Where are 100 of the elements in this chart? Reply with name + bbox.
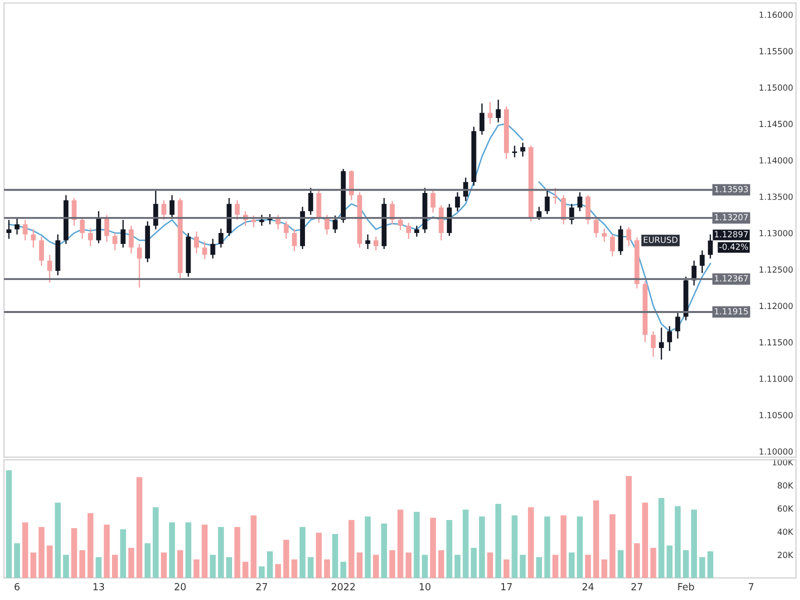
candlestick (6, 219, 12, 240)
bar (63, 554, 69, 578)
candlestick (292, 228, 297, 252)
bar (364, 516, 371, 578)
bar (470, 548, 477, 578)
y-tick-label: 1.15500 (760, 48, 793, 54)
candlestick (170, 194, 174, 220)
candlestick (488, 101, 493, 124)
bar (568, 552, 575, 578)
bar (658, 498, 664, 578)
x-tick-label: 27 (631, 583, 642, 590)
bar (226, 557, 232, 578)
bar (414, 512, 420, 578)
candlestick (658, 327, 664, 360)
bar (169, 522, 175, 578)
y-tick-label: 1.12500 (760, 266, 793, 273)
bar (666, 546, 673, 578)
candlestick (72, 197, 77, 226)
bar (30, 552, 36, 578)
candlestick (552, 187, 558, 205)
bar (308, 557, 314, 578)
bar (479, 516, 485, 578)
bar (324, 559, 330, 578)
bar (218, 526, 224, 578)
bar (22, 522, 28, 578)
bar (300, 526, 306, 578)
y-tick-label: 1.13500 (760, 194, 793, 200)
bar (14, 543, 20, 578)
candlestick (324, 214, 330, 236)
bar (6, 470, 12, 578)
bar (291, 559, 298, 578)
candlestick (234, 200, 240, 221)
bar (210, 554, 216, 578)
x-tick-label: 17 (501, 583, 512, 590)
bar (520, 554, 526, 578)
x-tick-label: 13 (94, 583, 104, 590)
y-tick-label: 1.11000 (760, 376, 793, 382)
bar (266, 551, 273, 578)
ref-line-label: 1.11915 (714, 308, 748, 314)
bar (202, 524, 208, 578)
bar (576, 516, 583, 578)
bar (185, 522, 192, 578)
y-tick-label: 80K (778, 482, 794, 489)
annotation: -0.42% (719, 244, 748, 250)
bar (250, 515, 257, 578)
y-tick-label: 1.10000 (760, 448, 793, 455)
bar (381, 524, 388, 578)
candlestick (373, 236, 378, 252)
candlestick (561, 194, 566, 225)
bar (699, 557, 706, 578)
candlestick (455, 192, 460, 212)
bar (152, 507, 159, 578)
candlestick (586, 194, 590, 225)
bar (560, 515, 566, 578)
bar (348, 520, 354, 578)
candlestick (675, 312, 680, 340)
bar (283, 540, 290, 578)
bar (194, 559, 200, 578)
bar (389, 550, 396, 578)
ref-line-label: 1.13593 (714, 186, 748, 192)
x-tick-label: 24 (582, 583, 594, 590)
candlestick (161, 200, 166, 221)
candlestick (577, 192, 582, 212)
bar (406, 552, 412, 578)
y-tick-label: 1.16000 (760, 12, 793, 18)
x-tick-label: 10 (420, 583, 430, 590)
candlestick (594, 216, 599, 238)
bar (54, 502, 61, 578)
y-tick-label: 1.15000 (760, 84, 793, 91)
bar (438, 550, 444, 578)
bar (682, 550, 689, 578)
bar (487, 552, 494, 578)
bar (144, 543, 150, 578)
candlestick (480, 102, 484, 136)
bar (332, 534, 338, 578)
candlestick (120, 219, 126, 248)
bar (96, 557, 102, 578)
bar (601, 559, 608, 578)
bar (128, 548, 134, 578)
bar (593, 500, 600, 578)
bar (691, 510, 697, 578)
annotation: EURUSD (644, 236, 678, 243)
bar (258, 566, 265, 578)
candlestick (47, 254, 52, 284)
bar (136, 477, 142, 578)
x-tick-label: 2022 (332, 583, 355, 590)
bar (495, 504, 502, 578)
candlestick (128, 225, 134, 254)
y-tick-label: 1.10500 (760, 412, 793, 418)
x-tick-label: Feb (678, 582, 694, 590)
bar (674, 506, 681, 578)
y-tick-label: 60K (778, 505, 794, 512)
candlestick (136, 243, 142, 288)
candlestick (650, 330, 656, 358)
bar (71, 528, 78, 578)
bar (626, 476, 632, 578)
bar (242, 562, 248, 578)
bar (160, 552, 167, 578)
bar (528, 507, 534, 578)
y-tick-label: 1.11500 (760, 339, 793, 346)
